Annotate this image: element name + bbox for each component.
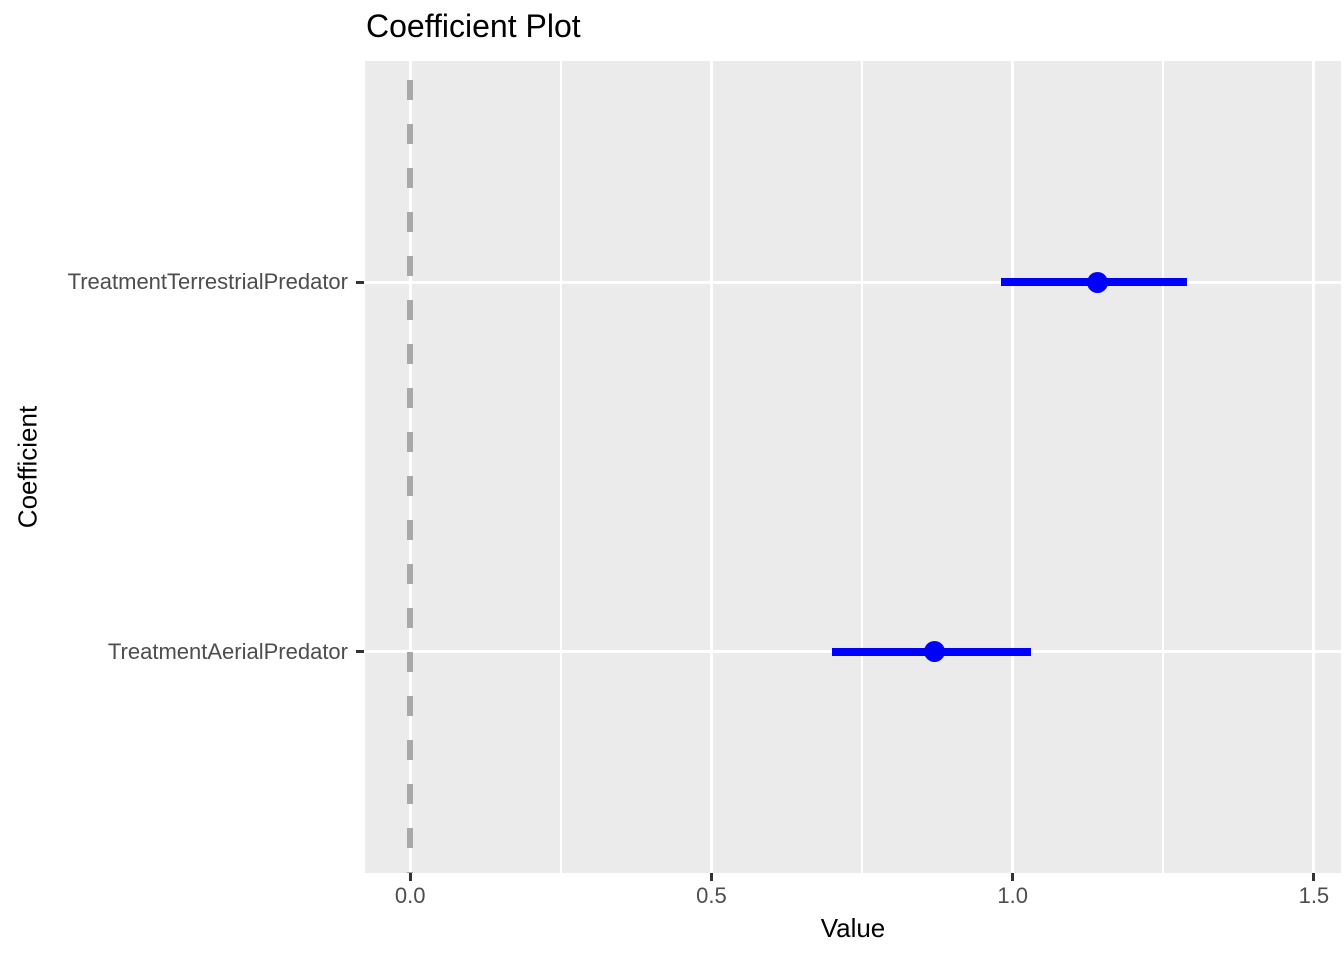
x-tick-label: 1.0 xyxy=(997,883,1028,908)
major-gridline-vertical xyxy=(1312,61,1316,873)
point-estimate xyxy=(1086,271,1108,293)
major-gridline-vertical xyxy=(1011,61,1015,873)
plot-panel xyxy=(365,61,1341,873)
x-tick-mark xyxy=(408,873,412,881)
x-tick-mark xyxy=(1312,873,1316,881)
x-tick-label: 0.5 xyxy=(696,883,727,908)
y-tick-mark xyxy=(356,280,364,284)
x-tick-mark xyxy=(709,873,713,881)
x-axis-title: Value xyxy=(820,913,886,943)
major-gridline-vertical xyxy=(709,61,713,873)
y-tick-mark xyxy=(356,650,364,654)
zero-reference-line xyxy=(407,61,414,873)
chart-title: Coefficient Plot xyxy=(366,8,581,44)
major-gridline-vertical xyxy=(408,61,412,873)
x-tick-mark xyxy=(1011,873,1015,881)
y-axis-title: Coefficient xyxy=(12,405,43,529)
y-tick-label: TreatmentTerrestrialPredator xyxy=(67,269,348,295)
minor-gridline-vertical xyxy=(1162,61,1165,873)
major-gridline-horizontal xyxy=(365,280,1341,284)
minor-gridline-vertical xyxy=(559,61,562,873)
minor-gridline-vertical xyxy=(861,61,864,873)
x-tick-label: 0.0 xyxy=(394,883,426,908)
point-estimate xyxy=(923,641,945,663)
y-tick-label: TreatmentAerialPredator xyxy=(107,638,348,664)
x-tick-label: 1.5 xyxy=(1298,883,1330,908)
